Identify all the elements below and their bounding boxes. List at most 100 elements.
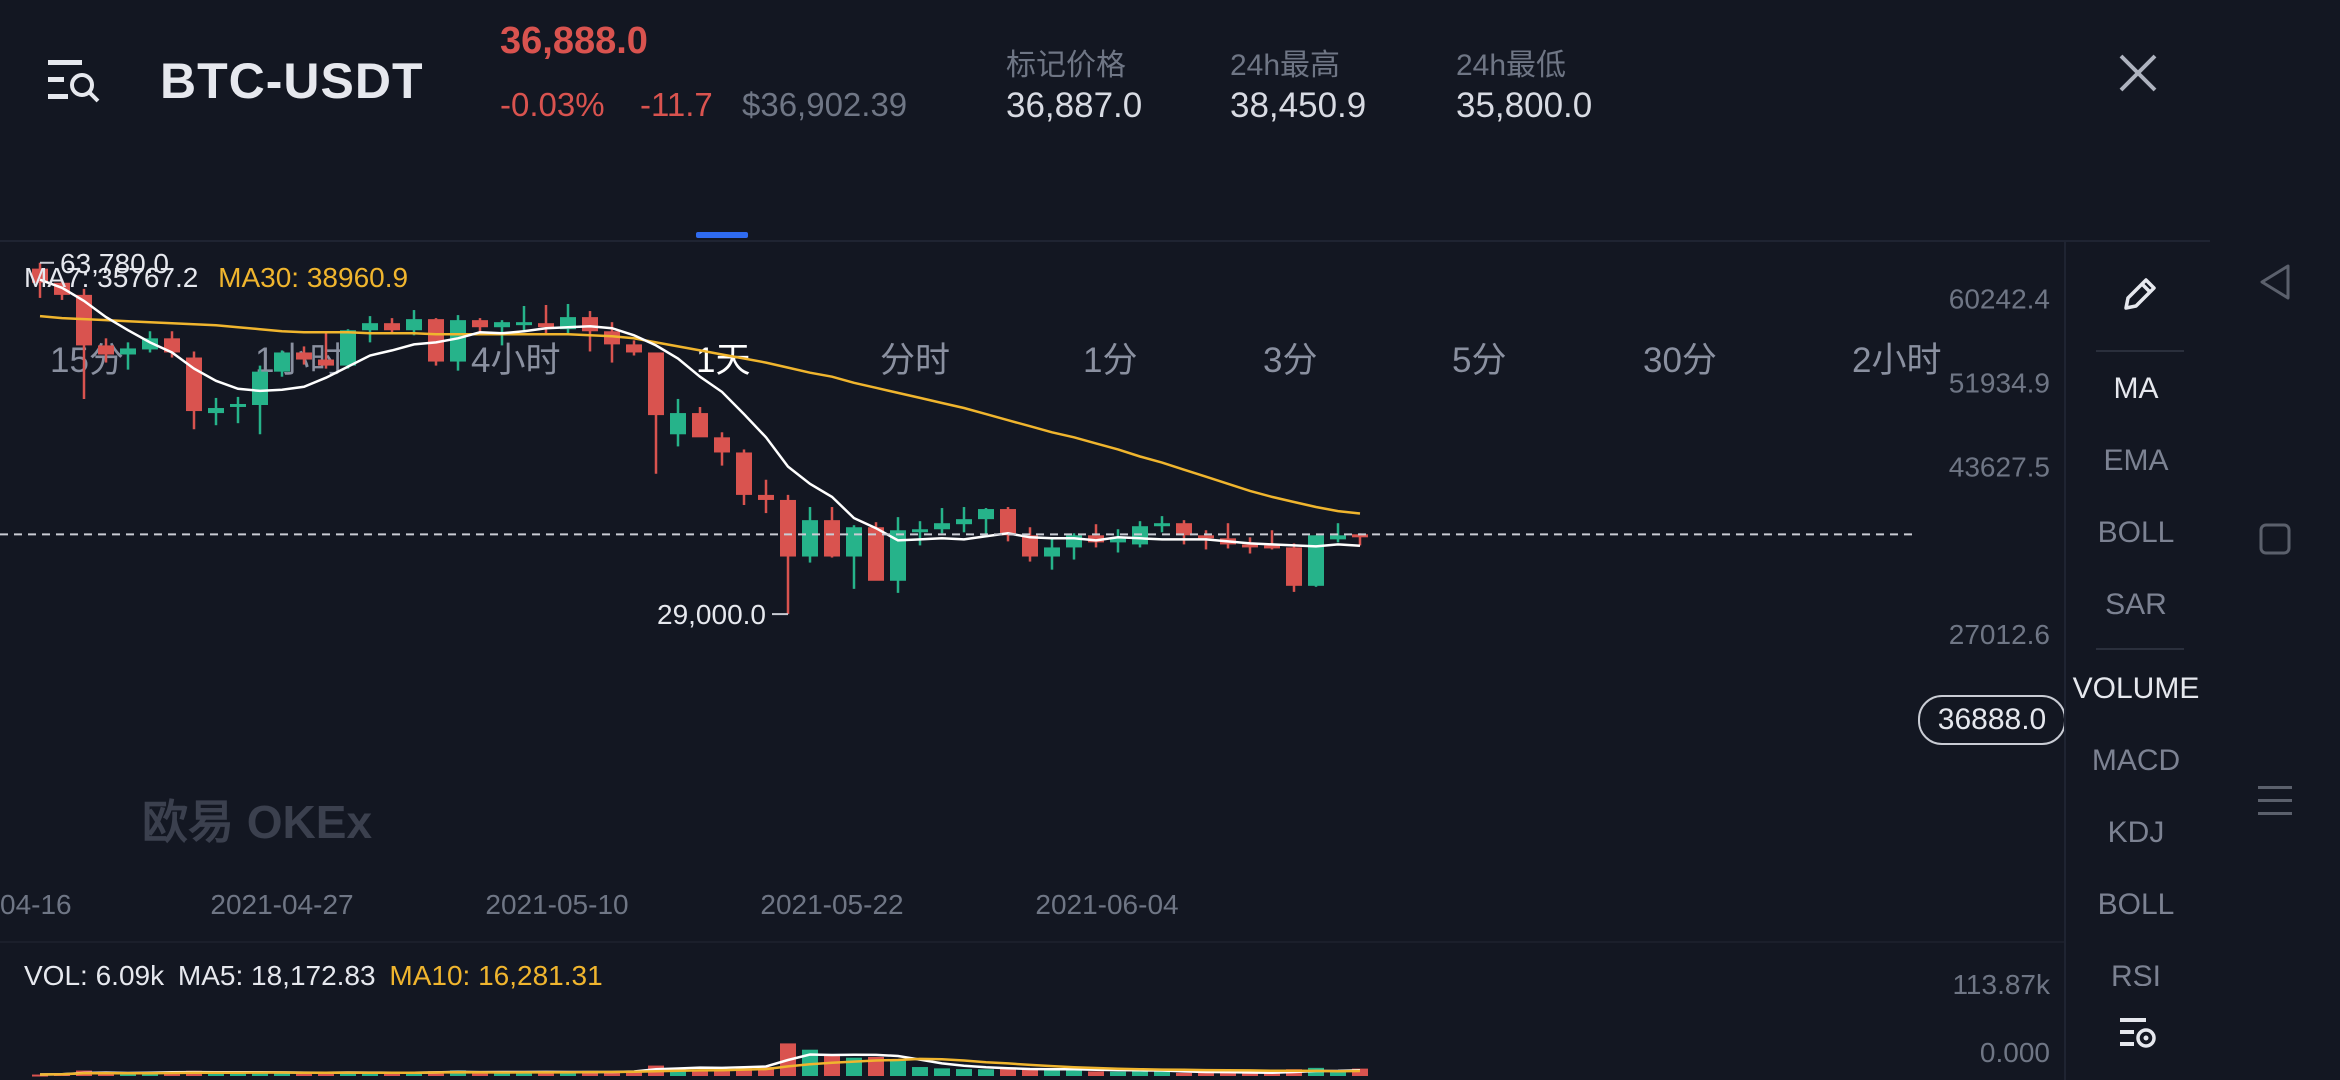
candle-body	[1286, 547, 1302, 586]
candle-body	[230, 403, 246, 407]
mark-price-value: 36,887.0	[1006, 86, 1143, 125]
tab-2h[interactable]: 2小时	[1852, 341, 1942, 380]
vol-label: VOL:	[24, 960, 88, 991]
candle-body	[692, 413, 708, 438]
volume-bar	[1176, 1072, 1192, 1076]
indicator-sar[interactable]: SAR	[2105, 588, 2167, 621]
indicator-ema[interactable]: EMA	[2103, 444, 2169, 477]
vol-ma10-line	[39, 1057, 1361, 1076]
menu-search-icon[interactable]	[44, 52, 104, 108]
indicator-kdj[interactable]: KDJ	[2107, 816, 2165, 849]
candle-body	[450, 320, 466, 362]
volume-bar	[560, 1072, 576, 1076]
settings-icon[interactable]	[2118, 1012, 2158, 1052]
tab-5m[interactable]: 5分	[1452, 341, 1507, 380]
volume-bar	[1000, 1068, 1016, 1076]
candle-body	[362, 323, 378, 331]
recents-icon[interactable]	[2256, 780, 2294, 820]
high-label: 63,780.0	[60, 248, 169, 279]
candle-body	[670, 413, 686, 435]
volume-bar	[362, 1072, 378, 1076]
back-icon[interactable]	[2256, 262, 2292, 302]
volume-bar	[384, 1073, 400, 1076]
candle-body	[1044, 547, 1060, 557]
divider	[2096, 350, 2184, 352]
volume-bar	[1352, 1068, 1368, 1076]
y-tick-label: 60242.4	[1949, 284, 2050, 315]
volume-bar	[604, 1071, 620, 1076]
candle-body	[648, 352, 664, 416]
indicator-rsi[interactable]: RSI	[2110, 960, 2161, 986]
change-absolute: -11.7	[640, 86, 713, 123]
candle-body	[934, 523, 950, 530]
ma5-value: 18,172.83	[251, 960, 376, 991]
change-percent: -0.03%	[500, 86, 605, 123]
usd-price: $36,902.39	[742, 86, 908, 123]
candlestick-chart[interactable]: 60242.4 51934.9 43627.5 27012.6 04-16 2021-04…	[0, 242, 2064, 1080]
volume-bar	[296, 1072, 312, 1076]
volume-bar	[318, 1073, 334, 1076]
ma7-label: MA7:	[24, 262, 90, 293]
volume-bar	[626, 1071, 642, 1076]
candle-body	[1264, 545, 1280, 549]
high-24h-value: 38,450.9	[1230, 86, 1367, 125]
indicator-boll-2[interactable]: BOLL	[2097, 888, 2175, 921]
vol-tick-label: 0.000	[1980, 1037, 2050, 1068]
system-nav-bar	[2210, 0, 2340, 1080]
pencil-icon[interactable]	[2118, 272, 2158, 316]
candle-body	[516, 322, 532, 326]
indicator-volume[interactable]: VOLUME	[2072, 672, 2200, 705]
indicator-ma[interactable]: MA	[2113, 372, 2159, 405]
candle-body	[120, 348, 136, 355]
candle-body	[890, 530, 906, 581]
candle-body	[758, 494, 774, 500]
candle-body	[824, 520, 840, 557]
volume-bar	[1154, 1071, 1170, 1076]
volume-bar	[956, 1069, 972, 1076]
volume-bar	[1110, 1071, 1126, 1076]
trading-pair[interactable]: BTC-USDT	[160, 53, 424, 109]
last-price: 36,888.0	[500, 20, 648, 62]
candle-body	[428, 319, 444, 362]
divider	[2096, 648, 2184, 650]
tab-30m[interactable]: 30分	[1643, 341, 1717, 380]
ma30-value: 38960.9	[306, 262, 409, 293]
x-tick-label: 2021-05-10	[485, 889, 628, 920]
ma30-label: MA30:	[218, 262, 300, 293]
volume-bar	[164, 1073, 180, 1076]
volume-bar	[516, 1072, 532, 1076]
mark-price-label: 标记价格	[1006, 49, 1126, 82]
candle-body	[406, 319, 422, 331]
volume-bar	[472, 1072, 488, 1076]
y-tick-label: 43627.5	[1949, 451, 2050, 482]
candle-body	[1000, 509, 1016, 536]
candle-body	[626, 344, 642, 353]
tab-1m[interactable]: 1分	[1083, 341, 1138, 380]
volume-bar	[494, 1072, 510, 1076]
candle-body	[98, 345, 114, 355]
current-price-tag: 36888.0	[1918, 695, 2066, 745]
tab-3m[interactable]: 3分	[1263, 341, 1318, 380]
volume-bar	[736, 1066, 752, 1076]
indicator-macd[interactable]: MACD	[2091, 744, 2181, 777]
interval-tabs: 15分 1小时 4小时 1天 分时 1分 3分 5分 30分 2小时 更多◢	[0, 160, 2210, 380]
tab-timeline[interactable]: 分时	[880, 341, 951, 380]
volume-bar	[120, 1073, 136, 1076]
candle-body	[296, 352, 312, 360]
volume-bar	[340, 1072, 356, 1076]
candle-body	[472, 320, 488, 328]
candle-body	[1176, 523, 1192, 536]
volume-bar	[1132, 1071, 1148, 1076]
home-icon[interactable]	[2258, 522, 2292, 556]
candle-body	[1242, 544, 1258, 548]
tab-1d[interactable]: 1天	[696, 341, 751, 380]
indicator-boll[interactable]: BOLL	[2097, 516, 2175, 549]
candle-body	[1308, 535, 1324, 586]
close-icon[interactable]	[2115, 50, 2161, 96]
volume-bar	[1044, 1069, 1060, 1076]
volume-bar	[252, 1071, 268, 1076]
ma10-value: 16,281.31	[478, 960, 603, 991]
volume-bar	[230, 1073, 246, 1076]
tab-4h[interactable]: 4小时	[471, 341, 561, 380]
volume-bar	[934, 1068, 950, 1076]
